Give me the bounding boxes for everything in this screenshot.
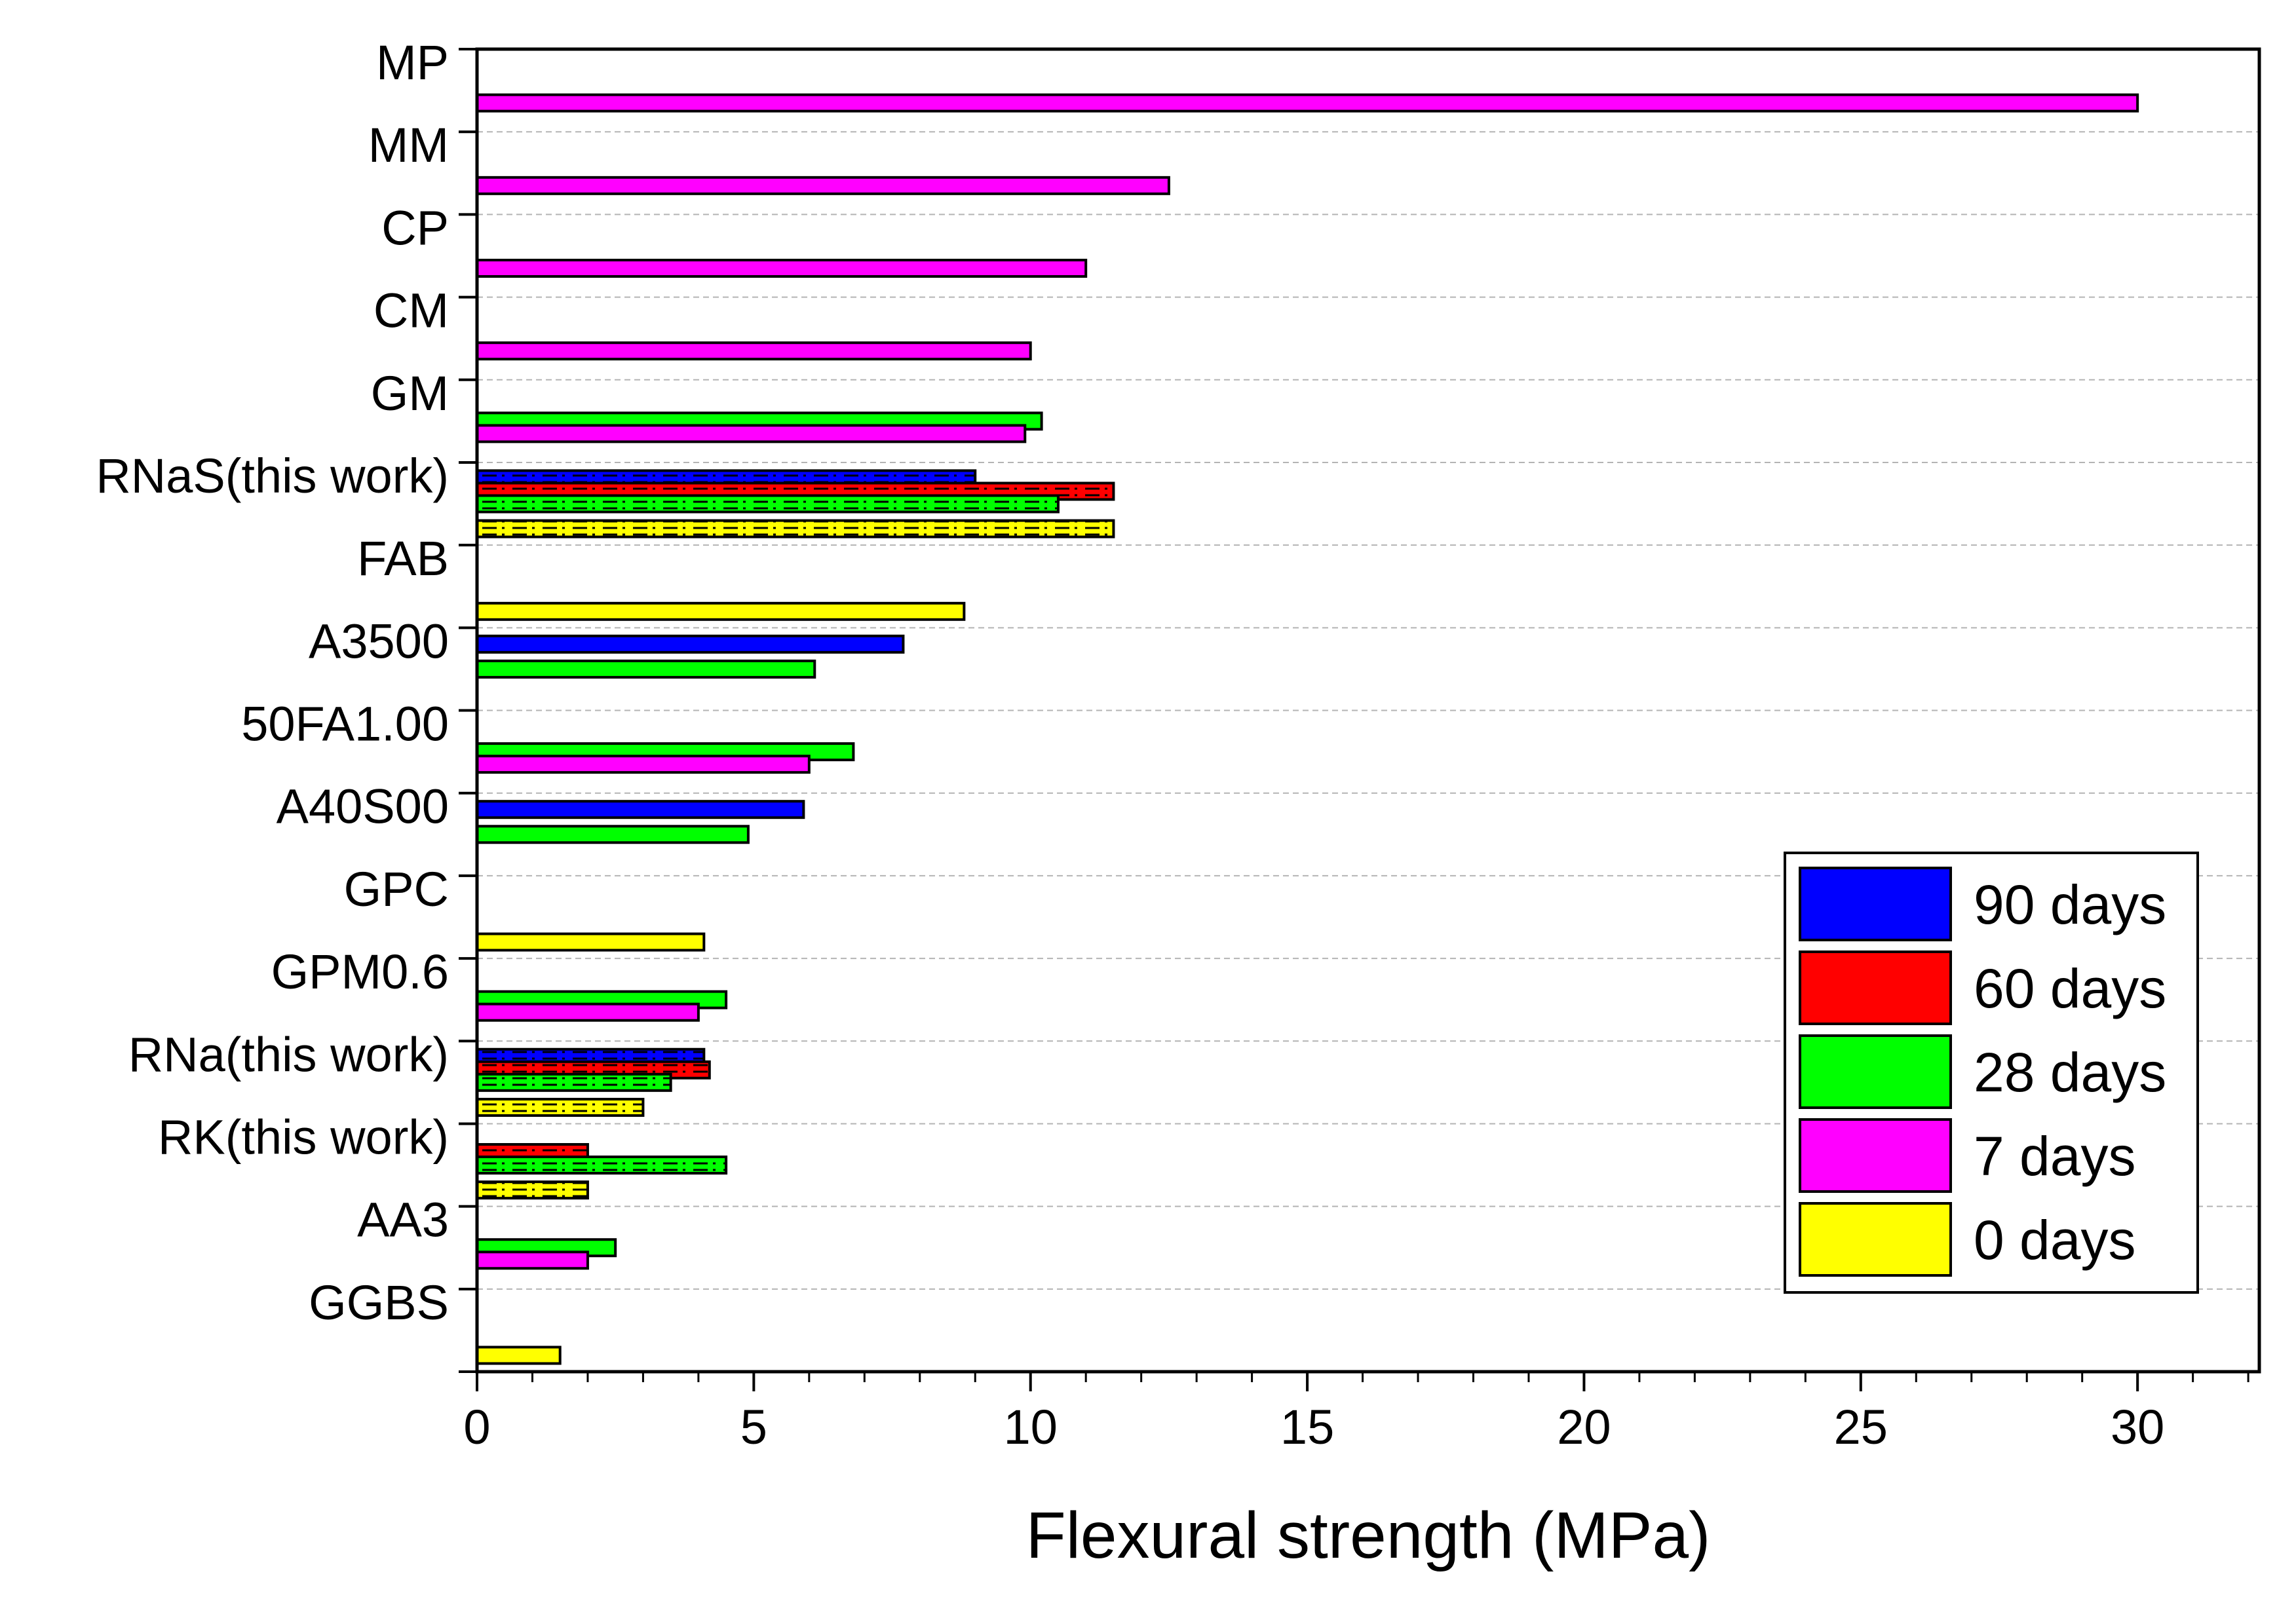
bar-aa3-7-days: [476, 1251, 589, 1270]
x-tick-label: 0: [463, 1400, 490, 1454]
category-label-a3500: A3500: [309, 614, 449, 668]
category-label-rna-this-work: RNa(this work): [128, 1027, 449, 1082]
bar-a40s00-90-days: [476, 800, 805, 819]
category-label-gm: GM: [371, 366, 449, 421]
category-label-aa3: AA3: [357, 1193, 449, 1247]
bar-mp-7-days: [476, 93, 2139, 113]
bar-a3500-28-days: [476, 659, 816, 679]
bar-rk-this-work-0-days-hatch: [477, 1182, 588, 1199]
category-label-rnas-this-work: RNaS(this work): [96, 449, 449, 503]
bar-rna-this-work-28-days-hatch: [477, 1074, 671, 1091]
bar-a40s00-28-days: [476, 825, 750, 844]
legend-swatch-60-days: [1799, 950, 1952, 1025]
category-label-gpm0-6: GPM0.6: [271, 945, 449, 999]
bar-rk-this-work-28-days-hatch: [477, 1157, 727, 1174]
x-tick-label: 15: [1280, 1400, 1334, 1454]
x-tick-label: 20: [1557, 1400, 1611, 1454]
legend-label-0-days: 0 days: [1974, 1209, 2136, 1271]
x-axis: 0 5 10 15 20 25 30: [463, 1372, 2249, 1454]
legend-swatch-7-days: [1799, 1118, 1952, 1193]
category-label-mm: MM: [368, 118, 449, 172]
legend-label-28-days: 28 days: [1974, 1042, 2166, 1103]
bar-rnas-this-work-28-days-hatch: [477, 495, 1058, 512]
bar-rnas-this-work-0-days-hatch: [477, 520, 1114, 537]
x-tick-label: 30: [2111, 1400, 2164, 1454]
category-label-50fa1-00: 50FA1.00: [241, 697, 449, 751]
bars: [476, 93, 2139, 1365]
legend-label-7-days: 7 days: [1974, 1125, 2136, 1187]
legend-label-60-days: 60 days: [1974, 958, 2166, 1019]
bar-cm-7-days: [476, 341, 1032, 361]
bar-mm-7-days: [476, 176, 1170, 195]
x-axis-title: Flexural strength (MPa): [1026, 1499, 1711, 1572]
category-label-cm: CM: [373, 284, 449, 338]
bar-gpc-0-days: [476, 932, 706, 952]
x-tick-label: 5: [740, 1400, 767, 1454]
category-label-fab: FAB: [357, 531, 449, 586]
category-label-mp: MP: [376, 35, 449, 90]
category-label-a40s00: A40S00: [277, 780, 449, 834]
category-label-ggbs: GGBS: [309, 1275, 449, 1330]
y-axis: MP MM CP CM GM RNaS(this work) FAB A3500 50FA1.0…: [96, 35, 477, 1373]
bar-gpm0-6-7-days: [476, 1002, 700, 1022]
legend-swatch-28-days: [1799, 1034, 1952, 1109]
bar-gm-7-days: [476, 424, 1027, 443]
bar-a3500-90-days: [476, 634, 905, 654]
bar-ggbs-0-days: [476, 1345, 562, 1365]
x-tick-label: 10: [1004, 1400, 1058, 1454]
category-label-rk-this-work: RK(this work): [158, 1110, 449, 1164]
x-tick-label: 25: [1834, 1400, 1888, 1454]
bar-rna-this-work-0-days-hatch: [477, 1099, 643, 1116]
legend-swatch-0-days: [1799, 1202, 1952, 1277]
legend-label-90-days: 90 days: [1974, 874, 2166, 935]
category-label-cp: CP: [381, 200, 449, 255]
legend: 90 days 60 days 28 days 7 days 0 days: [1784, 852, 2199, 1294]
category-label-gpc: GPC: [344, 862, 449, 916]
bar-50fa1-00-7-days: [476, 755, 811, 774]
legend-swatch-90-days: [1799, 867, 1952, 941]
bar-cp-7-days: [476, 259, 1088, 278]
bar-fab-0-days: [476, 601, 966, 621]
